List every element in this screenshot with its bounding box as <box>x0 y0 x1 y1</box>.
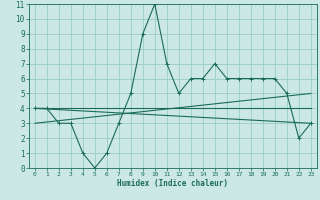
X-axis label: Humidex (Indice chaleur): Humidex (Indice chaleur) <box>117 179 228 188</box>
